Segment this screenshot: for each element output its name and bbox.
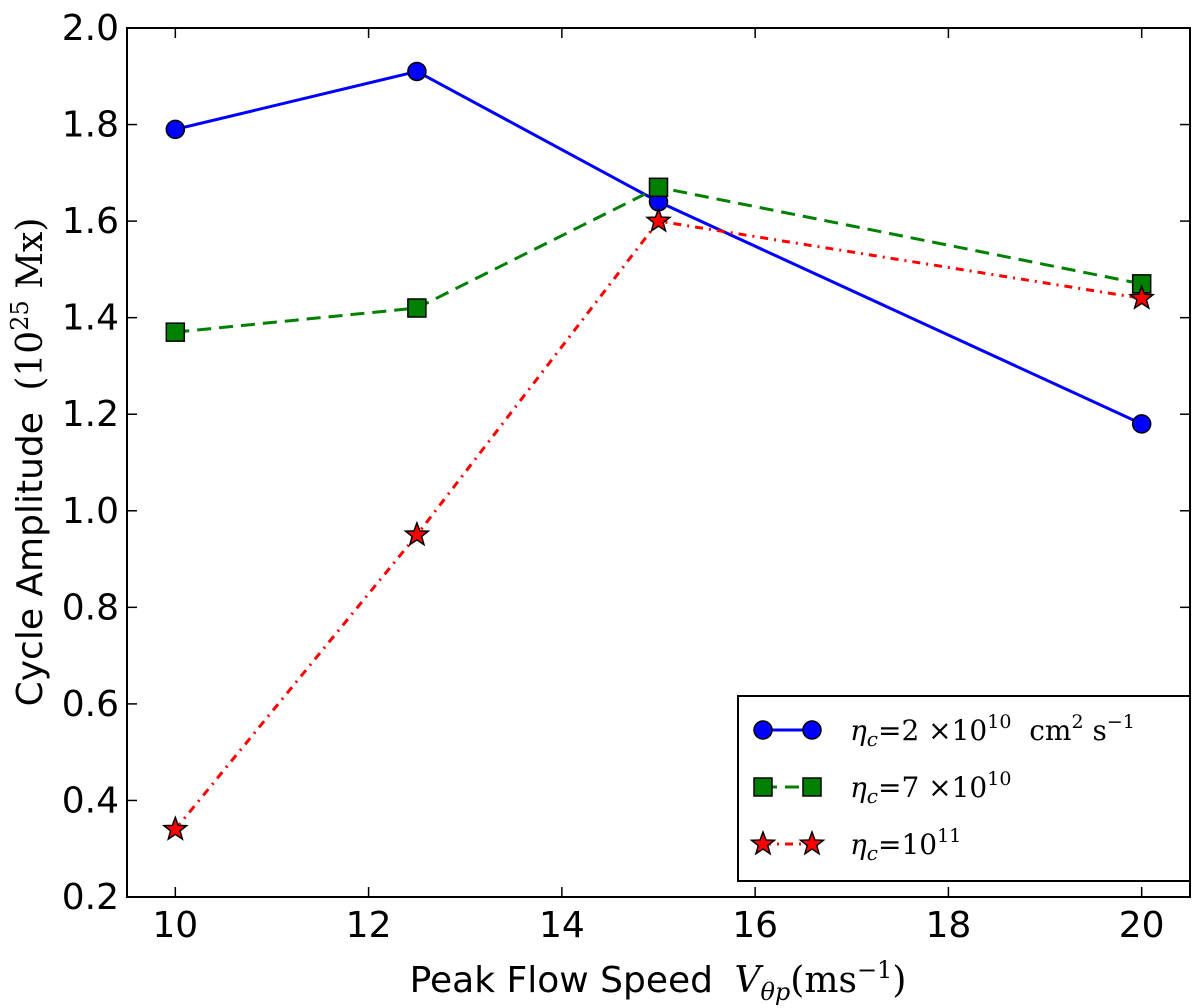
legend-marker-eta-c-2e10: [802, 720, 822, 740]
y-tick-label: 2.0: [62, 8, 119, 49]
data-point-eta-c-2e10: [407, 61, 427, 82]
x-tick-label: 10: [152, 905, 198, 946]
legend-3-prefix: =10: [878, 828, 937, 861]
legend-symbol-sub: c: [867, 727, 878, 751]
legend-2-prefix: =7 ×10: [878, 771, 987, 804]
legend-1-prefix: =2 ×10: [878, 714, 987, 747]
svg-text:Peak Flow Speed Vθp(ms−1: Peak Flow Speed Vθp(ms−1): [410, 956, 907, 1006]
x-tick-label: 12: [346, 905, 392, 946]
legend-1-suffix: cm: [1011, 714, 1071, 747]
data-point-eta-c-7e10: [648, 177, 669, 198]
x-tick-label: 18: [926, 905, 972, 946]
y-axis-unit-exp: 25: [6, 300, 34, 331]
legend-3-exp: 11: [937, 825, 961, 847]
x-tick-label: 20: [1119, 905, 1165, 946]
legend-marker-eta-c-7e10: [753, 777, 773, 797]
legend-symbol: η: [850, 714, 867, 747]
x-axis-unit-close: ): [892, 960, 906, 1001]
legend-entry-1: ηc=2 ×1010 cm2 s−1: [850, 711, 1135, 751]
legend-marker-eta-c-1e11: [749, 829, 777, 856]
legend-entry-2: ηc=7 ×1010: [850, 768, 1011, 808]
legend-symbol-sub: c: [867, 841, 878, 865]
legend-1-unit-exp2: −1: [1107, 711, 1135, 733]
data-point-eta-c-1e11: [645, 206, 672, 233]
data-point-eta-c-7e10: [407, 298, 427, 318]
x-axis-unit-exp: −1: [857, 956, 892, 984]
series-markers: [161, 61, 1156, 841]
legend-keys: [749, 720, 826, 856]
y-tick-label: 1.8: [62, 105, 119, 146]
x-axis-unit-open: (ms: [790, 960, 857, 1001]
y-tick-label: 1.0: [62, 491, 119, 532]
x-axis-title: Peak Flow Speed Vθp(ms−1): [410, 956, 907, 1006]
y-axis-title-text: Cycle Amplitude: [10, 412, 51, 706]
data-point-eta-c-1e11: [1128, 284, 1156, 310]
legend-marker-eta-c-2e10: [753, 720, 773, 740]
data-point-eta-c-2e10: [1131, 414, 1152, 434]
y-tick-label: 1.4: [62, 298, 119, 339]
legend-1-exp: 10: [987, 711, 1011, 733]
legend-symbol: η: [850, 771, 867, 804]
x-tick-label: 14: [539, 905, 585, 946]
y-tick-label: 1.6: [62, 201, 119, 242]
y-axis-title: Cycle Amplitude (1025 Mx): [6, 218, 51, 707]
legend-2-exp: 10: [987, 768, 1011, 790]
y-tick-label: 0.8: [62, 587, 119, 628]
legend: ηc=2 ×1010 cm2 s−1 ηc=7 ×1010 ηc=1011: [737, 695, 1191, 882]
legend-1-unit-exp: 2: [1071, 711, 1083, 733]
x-axis-symbol: V: [734, 960, 764, 1001]
svg-text:Cycle Amplitude (1025 Mx: Cycle Amplitude (1025 Mx): [6, 218, 51, 707]
series-line-eta-c-1e11: [174, 219, 1142, 831]
data-point-eta-c-1e11: [161, 815, 189, 841]
data-point-eta-c-2e10: [165, 119, 186, 140]
y-axis-unit-open: (10: [10, 331, 51, 391]
legend-symbol: η: [850, 828, 867, 861]
legend-marker-eta-c-7e10: [802, 777, 822, 797]
legend-symbol-sub: c: [867, 784, 878, 808]
x-axis-title-text: Peak Flow Speed: [410, 960, 713, 1001]
x-axis-symbol-sub: θp: [760, 978, 790, 1006]
data-point-eta-c-7e10: [165, 322, 186, 342]
series-lines: [174, 69, 1143, 831]
legend-entry-3: ηc=1011: [850, 825, 961, 865]
legend-1-suffix2: s: [1084, 714, 1107, 747]
legend-marker-eta-c-1e11: [798, 829, 826, 856]
series-line-eta-c-7e10: [175, 185, 1142, 334]
x-tick-label: 16: [732, 905, 778, 946]
axis-ticks: 10 12 14 16 18 20 0.2 0.4 0.6 0.8 1.0 1.2 1.4 1.6 1.8 2…: [62, 8, 1190, 946]
y-tick-label: 0.6: [62, 684, 119, 725]
data-point-eta-c-1e11: [403, 520, 431, 547]
y-axis-unit-rest: Mx): [10, 218, 51, 301]
y-tick-label: 0.4: [62, 780, 119, 821]
series-line-eta-c-2e10: [174, 69, 1143, 426]
y-tick-label: 0.2: [62, 877, 119, 918]
y-tick-label: 1.2: [62, 394, 119, 435]
plot-frame: [126, 27, 1191, 898]
